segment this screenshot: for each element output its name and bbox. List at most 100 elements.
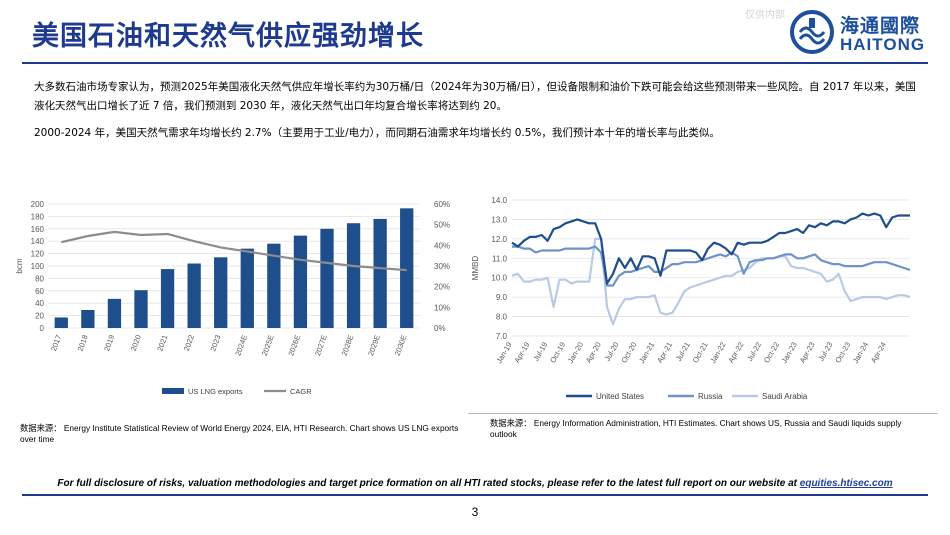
- y-tick-label: 80: [35, 274, 44, 283]
- x-tick-label: Jul-19: [531, 341, 549, 363]
- x-tick-label: Apr-24: [869, 341, 888, 365]
- lng-export-bar: [134, 290, 148, 328]
- lng-export-bar: [267, 243, 281, 328]
- x-tick-label: Oct-22: [762, 341, 781, 365]
- x-tick-label: Apr-21: [655, 341, 674, 365]
- haitong-emblem-icon: [790, 10, 834, 54]
- x-tick-label: Jul-20: [603, 341, 621, 363]
- page-title: 美国石油和天然气供应强劲增长: [32, 21, 424, 52]
- y-tick-label: 20: [35, 312, 44, 321]
- x-tick-label: Apr-20: [584, 341, 603, 365]
- legend-saudi-label: Saudi Arabia: [762, 392, 808, 401]
- lng-export-bar: [160, 269, 175, 328]
- x-tick-label: 2025E: [260, 334, 276, 357]
- saudi-supply-line: [511, 237, 911, 326]
- x-tick-label: 2024E: [233, 334, 249, 357]
- lng-export-bar: [81, 310, 95, 328]
- x-tick-label: Jul-22: [745, 341, 763, 363]
- y-tick-label: 180: [31, 212, 45, 221]
- chart-divider: [468, 413, 938, 414]
- y-tick-label: 40: [35, 299, 44, 308]
- lng-export-bar: [400, 208, 414, 328]
- y-tick-label: 13.0: [491, 215, 507, 224]
- x-tick-label: Oct-21: [691, 341, 710, 365]
- x-tick-label: 2018: [76, 334, 90, 353]
- source-text: Energy Institute Statistical Review of W…: [20, 423, 459, 444]
- y-tick-label: 11.0: [492, 254, 508, 263]
- disclosure-note: For full disclosure of risks, valuation …: [22, 478, 928, 489]
- us-lng-exports-chart: 0 20 40 60 80 100 120 140 160 180 200 0% 10% 20% 30% 40…: [15, 200, 450, 396]
- lng-export-bar: [346, 223, 361, 328]
- x-tick-label: 2017: [49, 334, 63, 353]
- x-tick-label: Jan-24: [851, 341, 870, 365]
- x-tick-label: 2028E: [340, 334, 356, 357]
- watermark: 仅供内部: [745, 10, 785, 21]
- legend-label-cagr: CAGR: [290, 387, 312, 396]
- paragraph-lng-outlook: 大多数石油市场专家认为，预测2025年美国液化天然气供应年增长率约为30万桶/日…: [34, 81, 916, 112]
- source-note-left: 数据来源： Energy Institute Statistical Revie…: [20, 423, 460, 445]
- y-tick-label: 100: [31, 262, 45, 271]
- y-tick-label: 60: [35, 287, 44, 296]
- x-tick-label: Jan-22: [708, 341, 727, 365]
- y2-tick-label: 40%: [434, 241, 450, 250]
- lng-export-bar: [240, 248, 254, 328]
- y-tick-label: 200: [31, 200, 45, 209]
- haitong-logo: 海通國際 HAITONG: [790, 8, 940, 58]
- lng-export-bar: [373, 218, 387, 328]
- y-tick-label: 0: [40, 324, 45, 333]
- x-tick-label: 2020: [129, 334, 143, 353]
- us-supply-line: [511, 212, 910, 285]
- lng-export-bar: [293, 235, 308, 328]
- logo-english-name: HAITONG: [840, 35, 926, 54]
- y2-tick-label: 30%: [434, 262, 450, 271]
- x-tick-label: Apr-19: [513, 341, 532, 365]
- x-tick-label: Oct-20: [619, 341, 638, 365]
- liquids-supply-chart: 7.08.09.010.011.012.013.014.0MMBDJan-19A…: [471, 196, 911, 401]
- y-tick-label: 120: [31, 250, 45, 259]
- y-tick-label: 140: [31, 237, 45, 246]
- source-prefix: 数据来源：: [490, 418, 532, 428]
- legend-swatch-lng: [162, 388, 184, 394]
- paragraph-demand-growth: 2000-2024 年，美国天然气需求年均增长约 2.7%（主要用于工业/电力）…: [34, 127, 720, 139]
- y2-tick-label: 10%: [434, 303, 450, 312]
- lng-export-bar: [54, 317, 68, 328]
- x-tick-label: Apr-22: [726, 341, 745, 365]
- y-tick-label: 10.0: [491, 274, 507, 283]
- logo-chinese-name: 海通國際: [840, 15, 921, 37]
- legend-us-label: United States: [596, 392, 644, 401]
- x-tick-label: 2027E: [313, 334, 329, 357]
- website-link[interactable]: equities.htisec.com: [799, 478, 893, 489]
- y2-tick-label: 0%: [434, 324, 446, 333]
- x-tick-label: Jan-19: [494, 341, 513, 365]
- x-tick-label: Jul-23: [816, 341, 834, 363]
- lng-export-bar: [107, 298, 122, 328]
- x-tick-label: Jan-23: [780, 341, 799, 365]
- source-text: Energy Information Administration, HTI E…: [490, 418, 902, 439]
- x-tick-label: Oct-19: [548, 341, 567, 365]
- source-note-right: 数据来源： Energy Information Administration,…: [490, 418, 910, 440]
- x-tick-label: 2023: [208, 334, 222, 353]
- cagr-line: [61, 230, 407, 272]
- y-tick-label: 8.0: [496, 313, 508, 322]
- y-axis-label: MMBD: [471, 256, 480, 281]
- source-prefix: 数据来源：: [20, 423, 62, 433]
- x-tick-label: 2029E: [366, 334, 382, 357]
- russia-supply-line: [512, 245, 911, 287]
- x-tick-label: 2026E: [286, 334, 302, 357]
- x-tick-label: Jan-21: [637, 341, 656, 365]
- x-tick-label: 2019: [102, 334, 116, 353]
- lng-export-bar: [320, 228, 334, 328]
- legend-russia-label: Russia: [698, 392, 723, 401]
- x-tick-label: Oct-23: [833, 341, 852, 365]
- x-tick-label: 2030E: [393, 334, 409, 357]
- page-number: 3: [471, 505, 479, 519]
- legend-label-lng: US LNG exports: [188, 387, 243, 396]
- y-axis-label: bcm: [15, 258, 24, 273]
- y-tick-label: 14.0: [491, 196, 507, 205]
- y2-tick-label: 20%: [434, 283, 450, 292]
- y-tick-label: 12.0: [491, 235, 507, 244]
- footer-rule: [22, 494, 928, 496]
- x-tick-label: Apr-23: [798, 341, 817, 365]
- title-rule: [22, 62, 928, 64]
- lng-export-bar: [187, 263, 201, 328]
